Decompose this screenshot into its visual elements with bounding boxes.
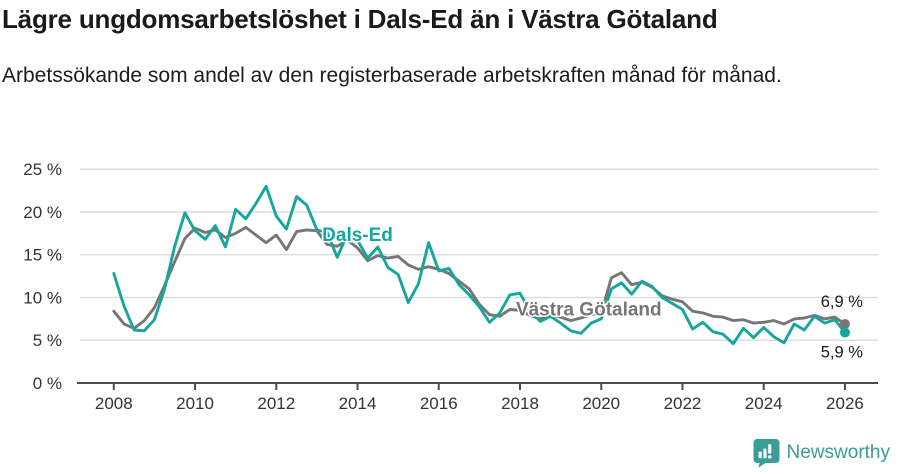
series-label-vastra-gotaland: Västra Götaland (516, 299, 662, 320)
y-tick-label: 20 % (23, 203, 62, 222)
x-tick-label: 2026 (826, 394, 864, 413)
x-tick-label: 2024 (745, 394, 783, 413)
x-tick-label: 2008 (95, 394, 133, 413)
series-line-dals-ed (112, 184, 847, 346)
x-tick-label: 2010 (176, 394, 214, 413)
end-value-label-vastra-gotaland: 6,9 % (821, 293, 864, 311)
newsworthy-pin-barchart-icon (753, 439, 780, 468)
x-tick-label: 2020 (582, 394, 620, 413)
brand-name: Newsworthy (786, 442, 890, 463)
y-tick-label: 10 % (23, 288, 62, 307)
y-tick-label: 5 % (33, 331, 62, 350)
series-end-dot-dals-ed (839, 327, 850, 338)
page-title: Lägre ungdomsarbetslöshet i Dals-Ed än i… (2, 4, 718, 34)
y-tick-label: 25 % (23, 160, 62, 179)
end-value-label-dals-ed: 5,9 % (821, 344, 864, 362)
x-tick-label: 2014 (339, 394, 377, 413)
x-tick-label: 2016 (420, 394, 458, 413)
x-tick-label: 2012 (257, 394, 295, 413)
y-tick-label: 0 % (33, 374, 62, 393)
x-tick-label: 2022 (664, 394, 702, 413)
series-end-dot-vastra-gotaland (839, 318, 850, 329)
newsworthy-logo: Newsworthy (753, 438, 890, 468)
x-tick-label: 2018 (501, 394, 539, 413)
y-tick-label: 15 % (23, 246, 62, 265)
series-line-vastra-gotaland (112, 225, 847, 330)
chart-subtitle: Arbetssökande som andel av den registerb… (2, 64, 782, 87)
series-label-dals-ed: Dals-Ed (322, 225, 393, 246)
